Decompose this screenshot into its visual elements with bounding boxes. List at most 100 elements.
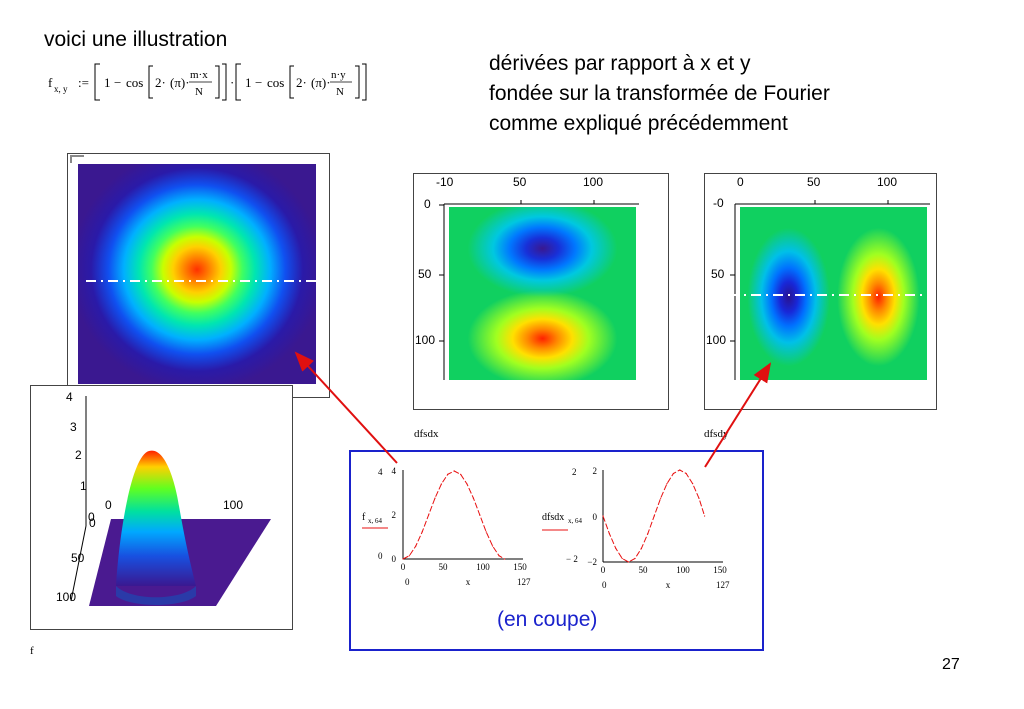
plot2-xtick: 50 <box>639 565 649 575</box>
data-point <box>615 547 617 549</box>
data-point <box>504 558 506 560</box>
plot2-ytick: −2 <box>587 557 597 567</box>
f-surface-frame: 4 3 2 1 0 0 100 0 50 100 <box>30 385 293 630</box>
dfsdx-label: dfsdx <box>414 428 439 440</box>
cut-plot-f: 4 2 0 0 50 100 150 x 4 0 0 127 f x, 64 <box>360 462 540 592</box>
plot2-xtick: 150 <box>713 565 727 575</box>
frame-corner-mark <box>70 155 84 163</box>
f-image-map <box>78 164 316 384</box>
data-point <box>653 515 655 517</box>
svg-text:2·: 2· <box>296 75 307 90</box>
dfsdx-top-tick: 50 <box>513 175 527 189</box>
data-point <box>466 483 468 485</box>
plot2-ylabel: dfsdx <box>542 512 564 523</box>
surface-x-tick: 100 <box>223 498 244 512</box>
plot2-xtick: 0 <box>601 565 606 575</box>
data-point <box>660 497 662 499</box>
plot2-range-xright: 127 <box>716 580 730 590</box>
plot2-ytick: 0 <box>593 512 598 522</box>
data-point <box>666 483 668 485</box>
plot1-range-xright: 127 <box>517 577 531 587</box>
plot1-xtick: 150 <box>513 562 527 572</box>
surface-y-tick: 50 <box>71 551 85 565</box>
dfsdy-top-tick: 50 <box>807 175 821 189</box>
svg-text:N: N <box>195 86 203 98</box>
dfsdx-left-tick: 0 <box>424 197 431 211</box>
cut-plot-dfsdx: 2 0 −2 0 50 100 150 x 2 − 2 0 127 dfsdx … <box>540 462 750 592</box>
data-point <box>679 469 681 471</box>
dfsdy-left-tick: 100 <box>706 333 727 347</box>
dfsdx-top-tick: 100 <box>583 175 604 189</box>
data-point <box>479 514 481 516</box>
dfsdy-image-frame: -0 0 50 100 50 100 <box>704 173 937 410</box>
surface-z-tick: 0 <box>88 510 95 524</box>
page-number: 27 <box>942 656 960 673</box>
data-point <box>634 557 636 560</box>
dfsdy-top-tick: 0 <box>737 175 744 189</box>
data-point <box>428 514 430 516</box>
plot1-ytick: 2 <box>392 510 397 520</box>
data-point <box>453 470 455 472</box>
formula-num-x: m·x <box>190 69 208 81</box>
dfsdy-image-map <box>740 207 927 380</box>
plot1-range-xleft: 0 <box>405 577 410 587</box>
dfsdx-overlap-label: -10 <box>436 175 454 189</box>
plot1-ytick: 4 <box>392 466 397 476</box>
data-point <box>492 545 494 547</box>
data-point <box>415 545 417 547</box>
intro-text: voici une illustration <box>44 28 228 51</box>
arrow-to-f <box>294 351 398 464</box>
data-point <box>704 515 706 517</box>
f-image-frame <box>67 153 330 398</box>
surface-z-tick: 3 <box>70 420 77 434</box>
data-point <box>621 557 623 560</box>
svg-text:2·: 2· <box>155 75 166 90</box>
surface-z-tick: 4 <box>66 390 73 404</box>
data-point <box>485 531 487 533</box>
surface-y-tick: 100 <box>56 590 77 604</box>
description-line-1: dérivées par rapport à x et y <box>489 52 751 75</box>
plot1-ylabel-sub: x, 64 <box>368 517 383 525</box>
dfsdy-overlap-label: -0 <box>713 196 724 210</box>
plot1-xtick: 100 <box>476 562 490 572</box>
plot1-range-ybottom: 0 <box>378 551 383 561</box>
surface-y-tick: 0 <box>89 516 96 530</box>
dfsdx-image-frame: -10 50 100 0 50 100 <box>413 173 669 410</box>
data-point <box>460 473 462 475</box>
cut-label: (en coupe) <box>497 608 598 631</box>
data-point <box>647 533 649 535</box>
svg-text:1: 1 <box>245 75 252 90</box>
cut-plot-f-svg: 4 2 0 0 50 100 150 x 4 0 0 127 f x, 64 <box>362 466 531 587</box>
plot1-range-ytop: 4 <box>378 467 383 477</box>
dfsdy-label: dfsdy <box>704 428 729 440</box>
svg-text:−: − <box>255 75 262 90</box>
f-label: f <box>30 645 34 657</box>
f-surface-svg <box>70 396 271 606</box>
plot2-range-ybottom: − 2 <box>566 554 578 564</box>
cut-frame <box>349 450 764 651</box>
plot2-range-xleft: 0 <box>602 580 607 590</box>
f-cut-line <box>86 280 316 282</box>
data-point <box>640 547 642 549</box>
data-point <box>434 497 436 499</box>
svg-text:cos: cos <box>126 75 143 90</box>
plot1-xtick: 50 <box>439 562 449 572</box>
description-line-3: comme expliqué précédemment <box>489 112 788 135</box>
dfsdy-top-tick: 100 <box>877 175 898 189</box>
formula-assign: := <box>78 75 89 90</box>
svg-text:−: − <box>114 75 121 90</box>
data-point <box>685 472 687 475</box>
description-line-2: fondée sur la transformée de Fourier <box>489 82 830 105</box>
formula-svg: f x, y := 1 − cos 2· (π)· m·x N · 1 − co… <box>48 63 367 101</box>
data-point <box>408 555 410 557</box>
data-point <box>440 483 442 485</box>
data-point <box>628 561 630 563</box>
dfsdx-axes <box>439 200 639 380</box>
plot1-xtick: 0 <box>401 562 406 572</box>
dfsdy-axes <box>707 200 930 380</box>
dfsdx-image-map <box>449 207 636 380</box>
plot2-xtick: 100 <box>676 565 690 575</box>
svg-text:(π)·: (π)· <box>311 75 331 90</box>
formula-lhs: f <box>48 75 53 90</box>
formula: f x, y := 1 − cos 2· (π)· m·x N · 1 − co… <box>40 58 370 104</box>
